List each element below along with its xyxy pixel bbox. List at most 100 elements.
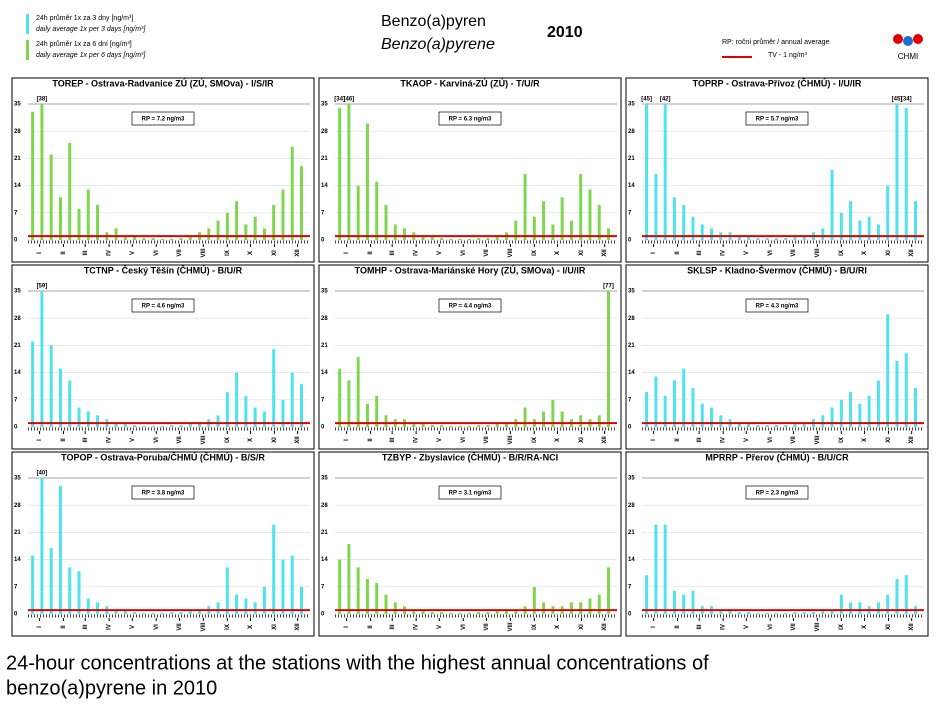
y-tick-label: 14 [321, 370, 328, 376]
bar [737, 612, 741, 614]
x-tick-label: VII [177, 623, 183, 631]
y-tick-label: 7 [321, 397, 325, 403]
x-tick-label: V [130, 625, 136, 629]
bar [272, 205, 276, 240]
bar [719, 610, 723, 614]
x-tick-label: III [390, 250, 396, 255]
panel-title: TOMHP - Ostrava-Mariánské Hory (ZÚ, SMOv… [355, 264, 586, 275]
bar [160, 238, 164, 240]
bar [49, 154, 53, 240]
bar [365, 579, 369, 614]
x-tick-label: VII [484, 249, 490, 257]
bar [719, 415, 723, 427]
x-tick-label: X [248, 625, 254, 629]
bar [421, 610, 425, 614]
bar [123, 423, 127, 427]
y-tick-label: 21 [321, 343, 328, 349]
plot-area [338, 104, 611, 240]
bar [588, 598, 592, 614]
panel [11, 264, 315, 450]
bar [281, 399, 285, 427]
y-tick-label: 21 [321, 530, 328, 536]
bar [569, 220, 573, 240]
x-tick-label: II [368, 625, 374, 629]
bar [449, 238, 453, 240]
bar [579, 415, 583, 427]
x-tick-label: III [697, 624, 703, 629]
bar [849, 392, 853, 427]
bar [347, 380, 351, 427]
x-tick-label: X [862, 251, 868, 255]
y-tick-label: 28 [14, 129, 21, 135]
bar [262, 411, 266, 427]
x-tick-label: I [344, 252, 350, 254]
panel [625, 264, 929, 450]
y-tick-label: 28 [628, 503, 635, 509]
bar [895, 360, 899, 427]
bar [151, 425, 155, 427]
bar [774, 425, 778, 427]
bar [142, 612, 146, 614]
annotation-box [745, 485, 809, 500]
y-tick-label: 35 [14, 102, 21, 108]
bar [384, 205, 388, 240]
bar [588, 189, 592, 240]
plot-area [645, 314, 918, 427]
bar [663, 524, 667, 614]
x-tick-label: I [37, 626, 43, 628]
bar [756, 238, 760, 240]
x-tick-label: IV [721, 437, 727, 443]
bar [551, 224, 555, 240]
x-tick-label: V [130, 251, 136, 255]
bar [96, 415, 100, 427]
bar [86, 189, 90, 240]
bar [272, 349, 276, 427]
x-tick-label: XI [272, 437, 278, 443]
bar [654, 376, 658, 427]
bar [747, 236, 751, 240]
bar [486, 238, 490, 240]
x-tick-label: IX [225, 437, 231, 443]
bar [523, 407, 527, 427]
value-label: [45] [641, 97, 652, 103]
bar [607, 291, 611, 427]
bar [560, 197, 564, 240]
bar [430, 236, 434, 240]
bar [338, 107, 342, 240]
y-tick-label: 7 [628, 210, 632, 216]
y-tick-label: 28 [628, 316, 635, 322]
bar [58, 485, 62, 614]
y-tick-label: 35 [14, 289, 21, 295]
bar [188, 423, 192, 427]
bar [467, 425, 471, 427]
x-tick-label: XII [602, 436, 608, 444]
value-label: [77] [603, 284, 614, 290]
y-tick-label: 7 [14, 584, 18, 590]
title: Benzo(a)pyren [381, 13, 486, 30]
bar [830, 170, 834, 240]
y-tick-label: 21 [628, 530, 635, 536]
bar [505, 610, 509, 614]
bar [774, 238, 778, 240]
x-tick-label: IX [225, 250, 231, 256]
bar [514, 220, 518, 240]
x-tick-label: V [130, 438, 136, 442]
x-tick-label: II [61, 251, 67, 255]
bar [523, 173, 527, 240]
bar [262, 228, 266, 240]
bar [486, 612, 490, 614]
bar [672, 197, 676, 240]
panel [318, 451, 622, 637]
x-tick-label: XI [886, 437, 892, 443]
bar [467, 238, 471, 240]
panel-title: TOPOP - Ostrava-Poruba/ČHMÚ (ČHMÚ) - B/S… [61, 451, 265, 462]
annotation: RP = 5.7 ng/m3 [756, 117, 799, 123]
y-tick-label: 21 [628, 343, 635, 349]
bar [747, 423, 751, 427]
x-tick-label: XI [886, 250, 892, 256]
x-tick-label: I [37, 439, 43, 441]
bar [691, 388, 695, 427]
bar [31, 341, 35, 427]
x-tick-label: VIII [815, 435, 821, 444]
bar [532, 586, 536, 614]
